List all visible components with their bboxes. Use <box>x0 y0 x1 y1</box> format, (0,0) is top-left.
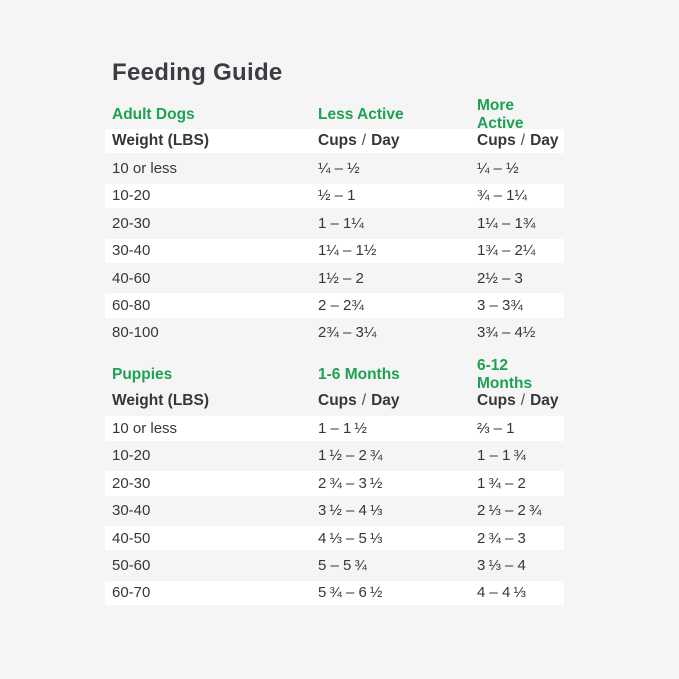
table-row: 10-20 1 ½ – 2 ¾ 1 – 1 ¾ <box>105 444 564 471</box>
column-label-1-6-months: 1-6 Months <box>318 366 400 383</box>
months-1-6-cups-cell: 2 ¾ – 3 ½ <box>318 474 383 492</box>
column-label-more-active: More Active <box>477 97 524 132</box>
months-6-12-cups-cell: 4 – 4 ⅓ <box>477 584 526 602</box>
page-title: Feeding Guide <box>112 59 283 86</box>
table-row: 10 or less 1 – 1 ½ ⅔ – 1 <box>105 416 564 443</box>
slash-separator: / <box>520 132 526 150</box>
months-1-6-cups-cell: 5 – 5 ¾ <box>318 557 367 575</box>
less-active-cups-cell: ½ – 1 <box>318 187 356 205</box>
months-6-12-cups-cell: 3 ⅓ – 4 <box>477 557 526 575</box>
day-label: Day <box>530 132 559 150</box>
less-active-cups-cell: ¼ – ½ <box>318 160 360 178</box>
cups-day-header: Cups / Day <box>318 392 477 410</box>
cups-label: Cups <box>318 132 357 150</box>
weight-header: Weight (LBS) <box>112 132 210 150</box>
table-row: 10-20 ½ – 1 ¾ – 1¼ <box>105 183 564 211</box>
months-6-12-cups-cell: 2 ⅓ – 2 ¾ <box>477 502 542 520</box>
section-label-adult-dogs: Adult Dogs <box>112 106 195 123</box>
months-6-12-cups-cell: ⅔ – 1 <box>477 420 515 438</box>
day-label: Day <box>530 392 559 410</box>
table-row: 40-50 4 ⅓ – 5 ⅓ 2 ¾ – 3 <box>105 525 564 553</box>
cups-day-header: Cups / Day <box>477 392 564 410</box>
adult-dogs-table: Adult Dogs Less Active More Active Weigh… <box>105 97 564 348</box>
table-row: 40-60 1½ – 2 2½ – 3 <box>105 266 564 293</box>
table-row: 20-30 2 ¾ – 3 ½ 1 ¾ – 2 <box>105 471 564 498</box>
table-row: 20-30 1 – 1¼ 1¼ – 1¾ <box>105 211 564 238</box>
weight-cell: 20-30 <box>112 214 151 232</box>
weight-cell: 60-80 <box>112 297 151 315</box>
table-row: 60-80 2 – 2¾ 3 – 3¾ <box>105 293 564 320</box>
day-label: Day <box>371 392 400 410</box>
months-6-12-cups-cell: 1 ¾ – 2 <box>477 474 526 492</box>
less-active-cups-cell: 2¾ – 3¼ <box>318 324 377 342</box>
weight-cell: 20-30 <box>112 474 151 492</box>
more-active-cups-cell: ¼ – ½ <box>477 160 519 178</box>
adult-table-header-row: Weight (LBS) Cups / Day Cups / Day <box>105 129 564 156</box>
months-1-6-cups-cell: 1 – 1 ½ <box>318 420 367 438</box>
table-row: 80-100 2¾ – 3¼ 3¾ – 4½ <box>105 321 564 348</box>
weight-cell: 10-20 <box>112 447 151 465</box>
slash-separator: / <box>520 392 526 410</box>
less-active-cups-cell: 1 – 1¼ <box>318 214 364 232</box>
weight-cell: 30-40 <box>112 242 151 260</box>
column-label-less-active: Less Active <box>318 106 404 123</box>
table-row: 60-70 5 ¾ – 6 ½ 4 – 4 ⅓ <box>105 580 564 608</box>
table-row: 10 or less ¼ – ½ ¼ – ½ <box>105 156 564 183</box>
cups-label: Cups <box>318 392 357 410</box>
months-6-12-cups-cell: 2 ¾ – 3 <box>477 529 526 547</box>
weight-header: Weight (LBS) <box>112 392 210 410</box>
more-active-cups-cell: 3 – 3¾ <box>477 297 523 315</box>
less-active-cups-cell: 1½ – 2 <box>318 269 364 287</box>
weight-cell: 40-60 <box>112 269 151 287</box>
slash-separator: / <box>361 132 367 150</box>
cups-day-header: Cups / Day <box>318 132 477 150</box>
more-active-cups-cell: 2½ – 3 <box>477 269 523 287</box>
more-active-cups-cell: ¾ – 1¼ <box>477 187 528 205</box>
cups-label: Cups <box>477 392 516 410</box>
less-active-cups-cell: 2 – 2¾ <box>318 297 364 315</box>
weight-cell: 50-60 <box>112 557 151 575</box>
months-1-6-cups-cell: 1 ½ – 2 ¾ <box>318 447 383 465</box>
months-6-12-cups-cell: 1 – 1 ¾ <box>477 447 526 465</box>
puppies-section-header: Puppies 1-6 Months 6-12 Months <box>105 357 564 392</box>
cups-day-header: Cups / Day <box>477 132 564 150</box>
table-row: 50-60 5 – 5 ¾ 3 ⅓ – 4 <box>105 553 564 580</box>
puppies-table-header-row: Weight (LBS) Cups / Day Cups / Day <box>105 389 564 416</box>
day-label: Day <box>371 132 400 150</box>
weight-cell: 60-70 <box>112 584 151 602</box>
puppies-table: Puppies 1-6 Months 6-12 Months Weight (L… <box>105 357 564 608</box>
more-active-cups-cell: 1¼ – 1¾ <box>477 214 536 232</box>
column-label-6-12-months: 6-12 Months <box>477 357 533 392</box>
slash-separator: / <box>361 392 367 410</box>
months-1-6-cups-cell: 3 ½ – 4 ⅓ <box>318 502 383 520</box>
section-label-puppies: Puppies <box>112 366 173 383</box>
less-active-cups-cell: 1¼ – 1½ <box>318 242 377 260</box>
weight-cell: 10 or less <box>112 160 178 178</box>
weight-cell: 10-20 <box>112 187 151 205</box>
table-row: 30-40 1¼ – 1½ 1¾ – 2¼ <box>105 238 564 266</box>
more-active-cups-cell: 1¾ – 2¼ <box>477 242 536 260</box>
weight-cell: 10 or less <box>112 420 178 438</box>
weight-cell: 40-50 <box>112 529 151 547</box>
adult-dogs-section-header: Adult Dogs Less Active More Active <box>105 97 564 132</box>
more-active-cups-cell: 3¾ – 4½ <box>477 324 536 342</box>
months-1-6-cups-cell: 4 ⅓ – 5 ⅓ <box>318 529 383 547</box>
table-row: 30-40 3 ½ – 4 ⅓ 2 ⅓ – 2 ¾ <box>105 499 564 526</box>
weight-cell: 30-40 <box>112 502 151 520</box>
cups-label: Cups <box>477 132 516 150</box>
weight-cell: 80-100 <box>112 324 159 342</box>
months-1-6-cups-cell: 5 ¾ – 6 ½ <box>318 584 383 602</box>
